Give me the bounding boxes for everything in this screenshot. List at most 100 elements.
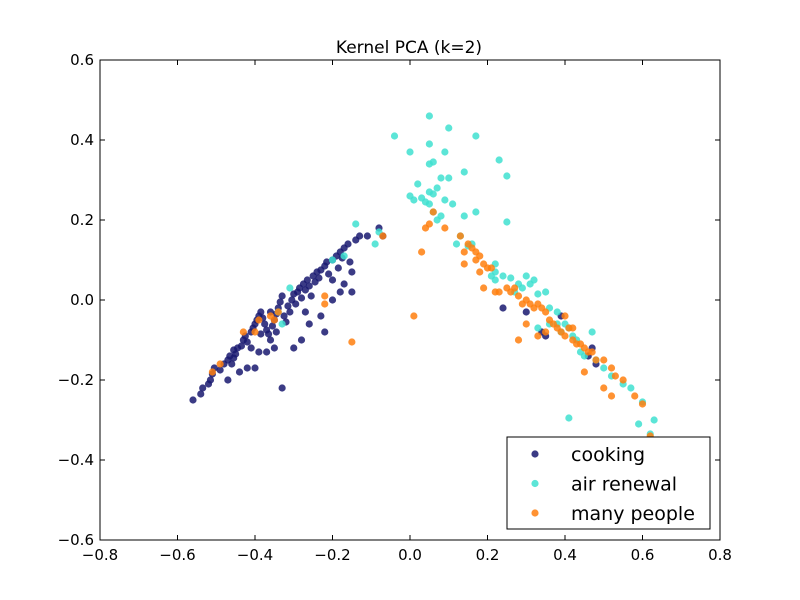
point-many-people-16 bbox=[441, 224, 449, 232]
point-cooking-97 bbox=[499, 304, 507, 312]
y-tick-label-4: 0.2 bbox=[70, 211, 94, 229]
point-many-people-61 bbox=[631, 392, 639, 400]
point-cooking-48 bbox=[305, 282, 313, 290]
point-air-renewal-54 bbox=[588, 328, 596, 336]
y-tick-label-3: 0.0 bbox=[70, 291, 94, 309]
point-air-renewal-68 bbox=[371, 240, 379, 248]
point-air-renewal-70 bbox=[352, 220, 360, 228]
point-many-people-32 bbox=[495, 288, 503, 296]
point-cooking-38 bbox=[286, 308, 294, 316]
point-cooking-69 bbox=[363, 232, 371, 240]
point-air-renewal-4 bbox=[425, 140, 433, 148]
point-many-people-43 bbox=[542, 308, 550, 316]
legend-marker-air-renewal bbox=[531, 479, 539, 488]
point-many-people-17 bbox=[456, 232, 464, 240]
point-air-renewal-5 bbox=[406, 148, 414, 156]
point-cooking-76 bbox=[255, 348, 263, 356]
point-air-renewal-63 bbox=[565, 414, 573, 422]
point-many-people-64 bbox=[522, 320, 530, 328]
point-cooking-33 bbox=[276, 298, 284, 306]
point-cooking-14 bbox=[237, 342, 246, 350]
point-air-renewal-45 bbox=[542, 288, 550, 296]
point-air-renewal-71 bbox=[286, 284, 294, 292]
point-air-renewal-42 bbox=[522, 272, 530, 280]
point-many-people-15 bbox=[429, 208, 437, 216]
legend: cooking air renewal many people bbox=[506, 436, 711, 530]
point-many-people-48 bbox=[561, 332, 569, 340]
point-air-renewal-59 bbox=[627, 384, 635, 392]
point-cooking-2 bbox=[199, 384, 207, 392]
point-cooking-35 bbox=[280, 312, 288, 320]
point-air-renewal-43 bbox=[530, 276, 538, 284]
x-tick-label-8: 0.8 bbox=[708, 546, 732, 564]
x-tick-label-6: 0.4 bbox=[553, 546, 577, 564]
point-cooking-89 bbox=[230, 354, 238, 362]
point-cooking-53 bbox=[315, 274, 323, 282]
point-air-renewal-80 bbox=[487, 272, 495, 280]
point-many-people-0 bbox=[208, 368, 216, 376]
point-many-people-11 bbox=[379, 232, 387, 240]
point-many-people-59 bbox=[611, 372, 619, 380]
point-cooking-44 bbox=[297, 294, 306, 302]
point-air-renewal-14 bbox=[433, 184, 441, 192]
point-many-people-30 bbox=[480, 284, 488, 292]
point-air-renewal-17 bbox=[414, 180, 422, 188]
point-air-renewal-72 bbox=[278, 320, 286, 328]
legend-marker-cooking bbox=[531, 450, 539, 458]
point-many-people-8 bbox=[321, 292, 329, 300]
point-cooking-34 bbox=[278, 292, 286, 300]
point-air-renewal-2 bbox=[390, 132, 399, 140]
point-air-renewal-23 bbox=[449, 200, 457, 208]
point-cooking-94 bbox=[301, 308, 309, 316]
point-air-renewal-1 bbox=[445, 124, 453, 132]
point-air-renewal-62 bbox=[635, 420, 643, 428]
point-air-renewal-24 bbox=[472, 208, 480, 216]
point-many-people-66 bbox=[534, 332, 542, 340]
points-layer bbox=[189, 112, 662, 444]
x-tick-label-0: −0.8 bbox=[82, 546, 118, 564]
point-many-people-56 bbox=[592, 356, 600, 364]
point-cooking-1 bbox=[197, 390, 205, 398]
y-tick-label-6: 0.6 bbox=[70, 51, 94, 69]
point-cooking-17 bbox=[243, 338, 251, 346]
point-many-people-68 bbox=[561, 312, 569, 320]
point-many-people-14 bbox=[425, 220, 433, 228]
point-cooking-66 bbox=[348, 268, 356, 276]
legend-label-air-renewal: air renewal bbox=[571, 474, 677, 496]
point-many-people-27 bbox=[460, 260, 468, 268]
point-cooking-41 bbox=[292, 300, 300, 308]
point-cooking-7 bbox=[216, 366, 224, 374]
point-cooking-29 bbox=[268, 322, 277, 330]
point-air-renewal-44 bbox=[534, 290, 542, 298]
x-tick-label-3: −0.2 bbox=[314, 546, 350, 564]
point-many-people-28 bbox=[418, 248, 426, 256]
point-cooking-27 bbox=[264, 330, 273, 338]
point-cooking-57 bbox=[325, 270, 333, 278]
point-cooking-75 bbox=[251, 364, 259, 372]
point-cooking-37 bbox=[284, 302, 292, 310]
point-air-renewal-10 bbox=[460, 168, 468, 176]
point-many-people-29 bbox=[476, 268, 484, 276]
point-air-renewal-30 bbox=[460, 212, 468, 220]
point-air-renewal-8 bbox=[425, 160, 433, 168]
point-air-renewal-40 bbox=[518, 284, 526, 292]
point-cooking-80 bbox=[290, 344, 298, 352]
point-many-people-18 bbox=[460, 248, 468, 256]
point-cooking-85 bbox=[328, 296, 337, 304]
point-many-people-9 bbox=[321, 300, 329, 308]
point-cooking-90 bbox=[247, 344, 255, 352]
point-air-renewal-25 bbox=[503, 218, 511, 226]
point-air-renewal-37 bbox=[507, 274, 515, 282]
point-many-people-69 bbox=[569, 324, 577, 332]
point-cooking-23 bbox=[257, 308, 265, 316]
point-cooking-93 bbox=[272, 328, 280, 336]
point-air-renewal-19 bbox=[410, 196, 418, 204]
point-many-people-62 bbox=[638, 400, 647, 408]
point-air-renewal-47 bbox=[553, 308, 561, 316]
point-cooking-86 bbox=[336, 288, 344, 296]
point-many-people-3 bbox=[251, 328, 259, 336]
point-cooking-78 bbox=[270, 344, 278, 352]
point-many-people-71 bbox=[600, 384, 608, 392]
point-air-renewal-13 bbox=[445, 174, 453, 182]
